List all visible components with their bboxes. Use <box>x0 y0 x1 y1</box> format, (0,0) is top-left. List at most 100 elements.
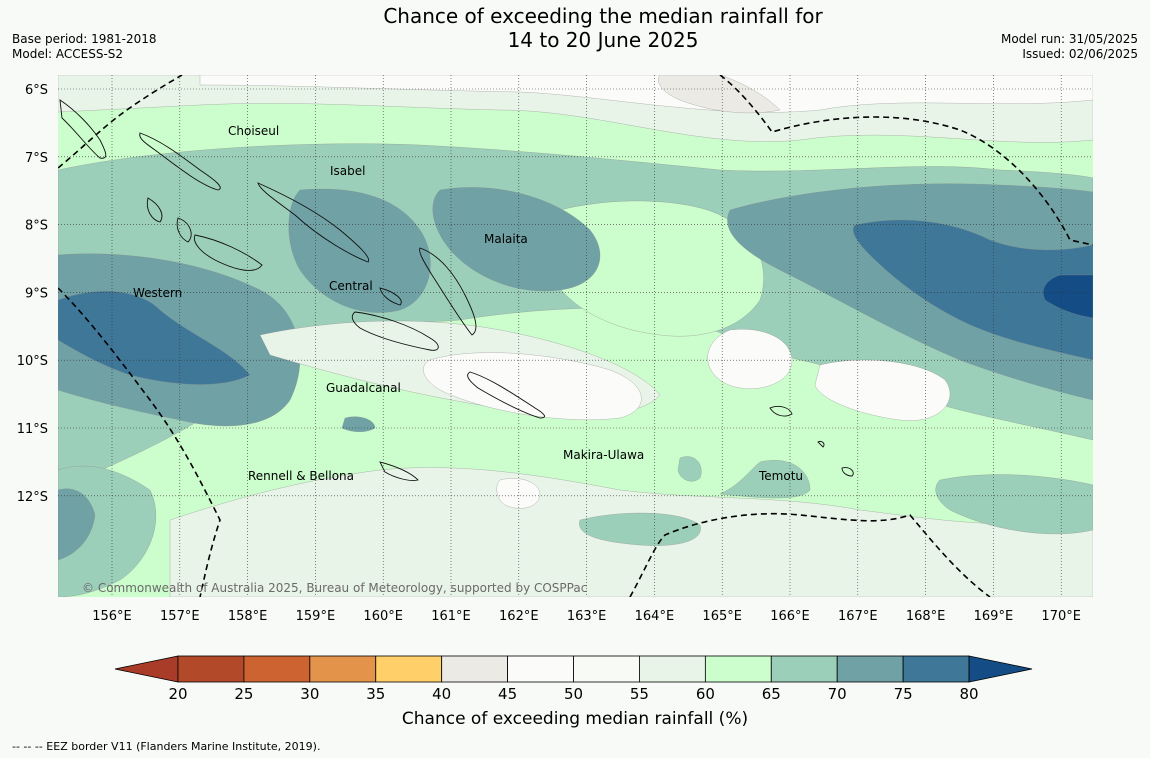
colorbar-swatch <box>902 655 970 683</box>
lon-tick-label: 160°E <box>363 609 403 624</box>
label-western: Western <box>133 286 182 300</box>
colorbar-tick: 20 <box>168 685 187 703</box>
field-75-80-east <box>852 219 1093 361</box>
lat-tick-label: 8°S <box>25 219 48 234</box>
colorbar-tick: 30 <box>300 685 319 703</box>
lon-tick-label: 166°E <box>770 609 810 624</box>
colorbar-swatch <box>639 655 706 683</box>
colorbar-tick: 65 <box>762 685 781 703</box>
vella-lavella-island <box>146 197 163 223</box>
kolombangara-island <box>176 217 192 243</box>
colorbar-tick: 60 <box>696 685 715 703</box>
label-makira-ulawa: Makira-Ulawa <box>563 448 644 462</box>
eez-south-west <box>58 287 221 597</box>
chart-title: Chance of exceeding the median rainfall … <box>0 4 1150 52</box>
colorbar-swatch <box>573 655 640 683</box>
model-run-date: Model run: 31/05/2025 <box>1000 32 1138 46</box>
bougainville-island <box>59 99 107 159</box>
lon-tick-label: 163°E <box>567 609 607 624</box>
field-70-75-malaita <box>432 187 601 292</box>
coastlines <box>59 99 854 481</box>
eez-north-east <box>719 75 1093 246</box>
field-65-70-patch-a <box>677 456 702 482</box>
rainfall-map <box>58 75 1093 597</box>
label-choiseul: Choiseul <box>228 124 279 138</box>
title-line-1: Chance of exceeding the median rainfall … <box>383 4 823 28</box>
colorbar-swatch <box>836 655 904 683</box>
field-70-75-southwest <box>58 488 96 561</box>
field-65-70-south <box>579 512 701 546</box>
colorbar-swatch <box>704 655 772 683</box>
lon-tick-label: 156°E <box>92 609 132 624</box>
temotu-islet-2 <box>817 441 825 448</box>
new-georgia-island <box>193 234 263 271</box>
lon-tick-label: 170°E <box>1041 609 1081 624</box>
colorbar-swatch <box>177 655 245 683</box>
eez-footnote: -- -- -- EEZ border V11 (Flanders Marine… <box>12 740 321 753</box>
label-malaita: Malaita <box>484 232 528 246</box>
field-50-55-south <box>496 478 541 509</box>
field-above-80 <box>1042 274 1093 319</box>
lon-tick-label: 157°E <box>160 609 200 624</box>
lat-tick-label: 6°S <box>25 83 48 98</box>
run-info: Model run: 31/05/2025 Issued: 02/06/2025 <box>1001 32 1138 62</box>
colorbar-below-20 <box>114 655 179 683</box>
colorbar-swatch <box>243 655 311 683</box>
copyright-text: © Commonwealth of Australia 2025, Bureau… <box>82 581 587 595</box>
lon-tick-label: 158°E <box>228 609 268 624</box>
guadalcanal-island <box>351 311 439 351</box>
base-info: Base period: 1981-2018 Model: ACCESS-S2 <box>12 32 157 62</box>
label-rennell-bellona: Rennell & Bellona <box>248 469 354 483</box>
label-temotu: Temotu <box>758 469 803 483</box>
longitude-gridlines <box>111 75 1062 597</box>
field-50-55-east-a <box>707 329 792 389</box>
colorbar-tick-labels: 20 25 30 35 40 45 50 55 60 65 70 75 80 <box>168 685 978 703</box>
lat-tick-label: 9°S <box>25 286 48 301</box>
field-70-75-patch <box>341 416 376 432</box>
latitude-labels: 6°S 7°S 8°S 9°S 10°S 11°S 12°S <box>17 83 48 505</box>
colorbar-swatch <box>375 655 443 683</box>
colorbar-swatch <box>441 655 508 683</box>
lat-tick-label: 7°S <box>25 151 48 166</box>
field-70-75-central <box>288 188 431 313</box>
temotu-islet <box>841 467 854 477</box>
colorbar-label: Chance of exceeding median rainfall (%) <box>401 709 749 729</box>
malaita-island <box>419 247 477 336</box>
colorbar-tick: 75 <box>894 685 913 703</box>
choiseul-island <box>139 132 221 191</box>
region-labels: Choiseul Isabel Malaita Western Central … <box>133 124 803 483</box>
lat-tick-label: 10°S <box>17 354 48 369</box>
field-70-75-east <box>727 183 1093 401</box>
colorbar-swatch <box>770 655 838 683</box>
colorbar-tick: 45 <box>498 685 517 703</box>
lon-tick-label: 162°E <box>499 609 539 624</box>
lon-tick-label: 164°E <box>635 609 675 624</box>
label-central: Central <box>329 279 373 293</box>
field-50-55-north <box>199 75 1093 113</box>
issued-date: Issued: 02/06/2025 <box>1022 47 1138 61</box>
title-line-2: 14 to 20 June 2025 <box>507 28 699 52</box>
lon-tick-label: 159°E <box>296 609 336 624</box>
field-50-55-east-b <box>814 359 951 421</box>
makira-island <box>467 371 546 419</box>
field-65-70-patch-b <box>719 460 811 499</box>
lat-tick-label: 11°S <box>17 422 48 437</box>
lon-tick-label: 161°E <box>431 609 471 624</box>
lon-tick-label: 167°E <box>838 609 878 624</box>
label-guadalcanal: Guadalcanal <box>326 381 401 395</box>
field-75-80-west <box>58 291 251 385</box>
lon-tick-label: 168°E <box>906 609 946 624</box>
lon-tick-label: 169°E <box>974 609 1014 624</box>
colorbar-swatch <box>507 655 574 683</box>
colorbar-tick: 40 <box>432 685 451 703</box>
eez-south-east <box>629 512 991 597</box>
label-isabel: Isabel <box>330 164 365 178</box>
field-65-70-southeast <box>935 474 1093 535</box>
colorbar-swatch <box>309 655 377 683</box>
eez-border <box>58 75 1093 597</box>
colorbar-tick: 55 <box>630 685 649 703</box>
colorbar-tick: 35 <box>366 685 385 703</box>
axis-labels: 6°S 7°S 8°S 9°S 10°S 11°S 12°S 156°E 157°E 158°E… <box>17 83 1081 624</box>
model-name: Model: ACCESS-S2 <box>12 47 124 61</box>
base-period: Base period: 1981-2018 <box>12 32 157 46</box>
